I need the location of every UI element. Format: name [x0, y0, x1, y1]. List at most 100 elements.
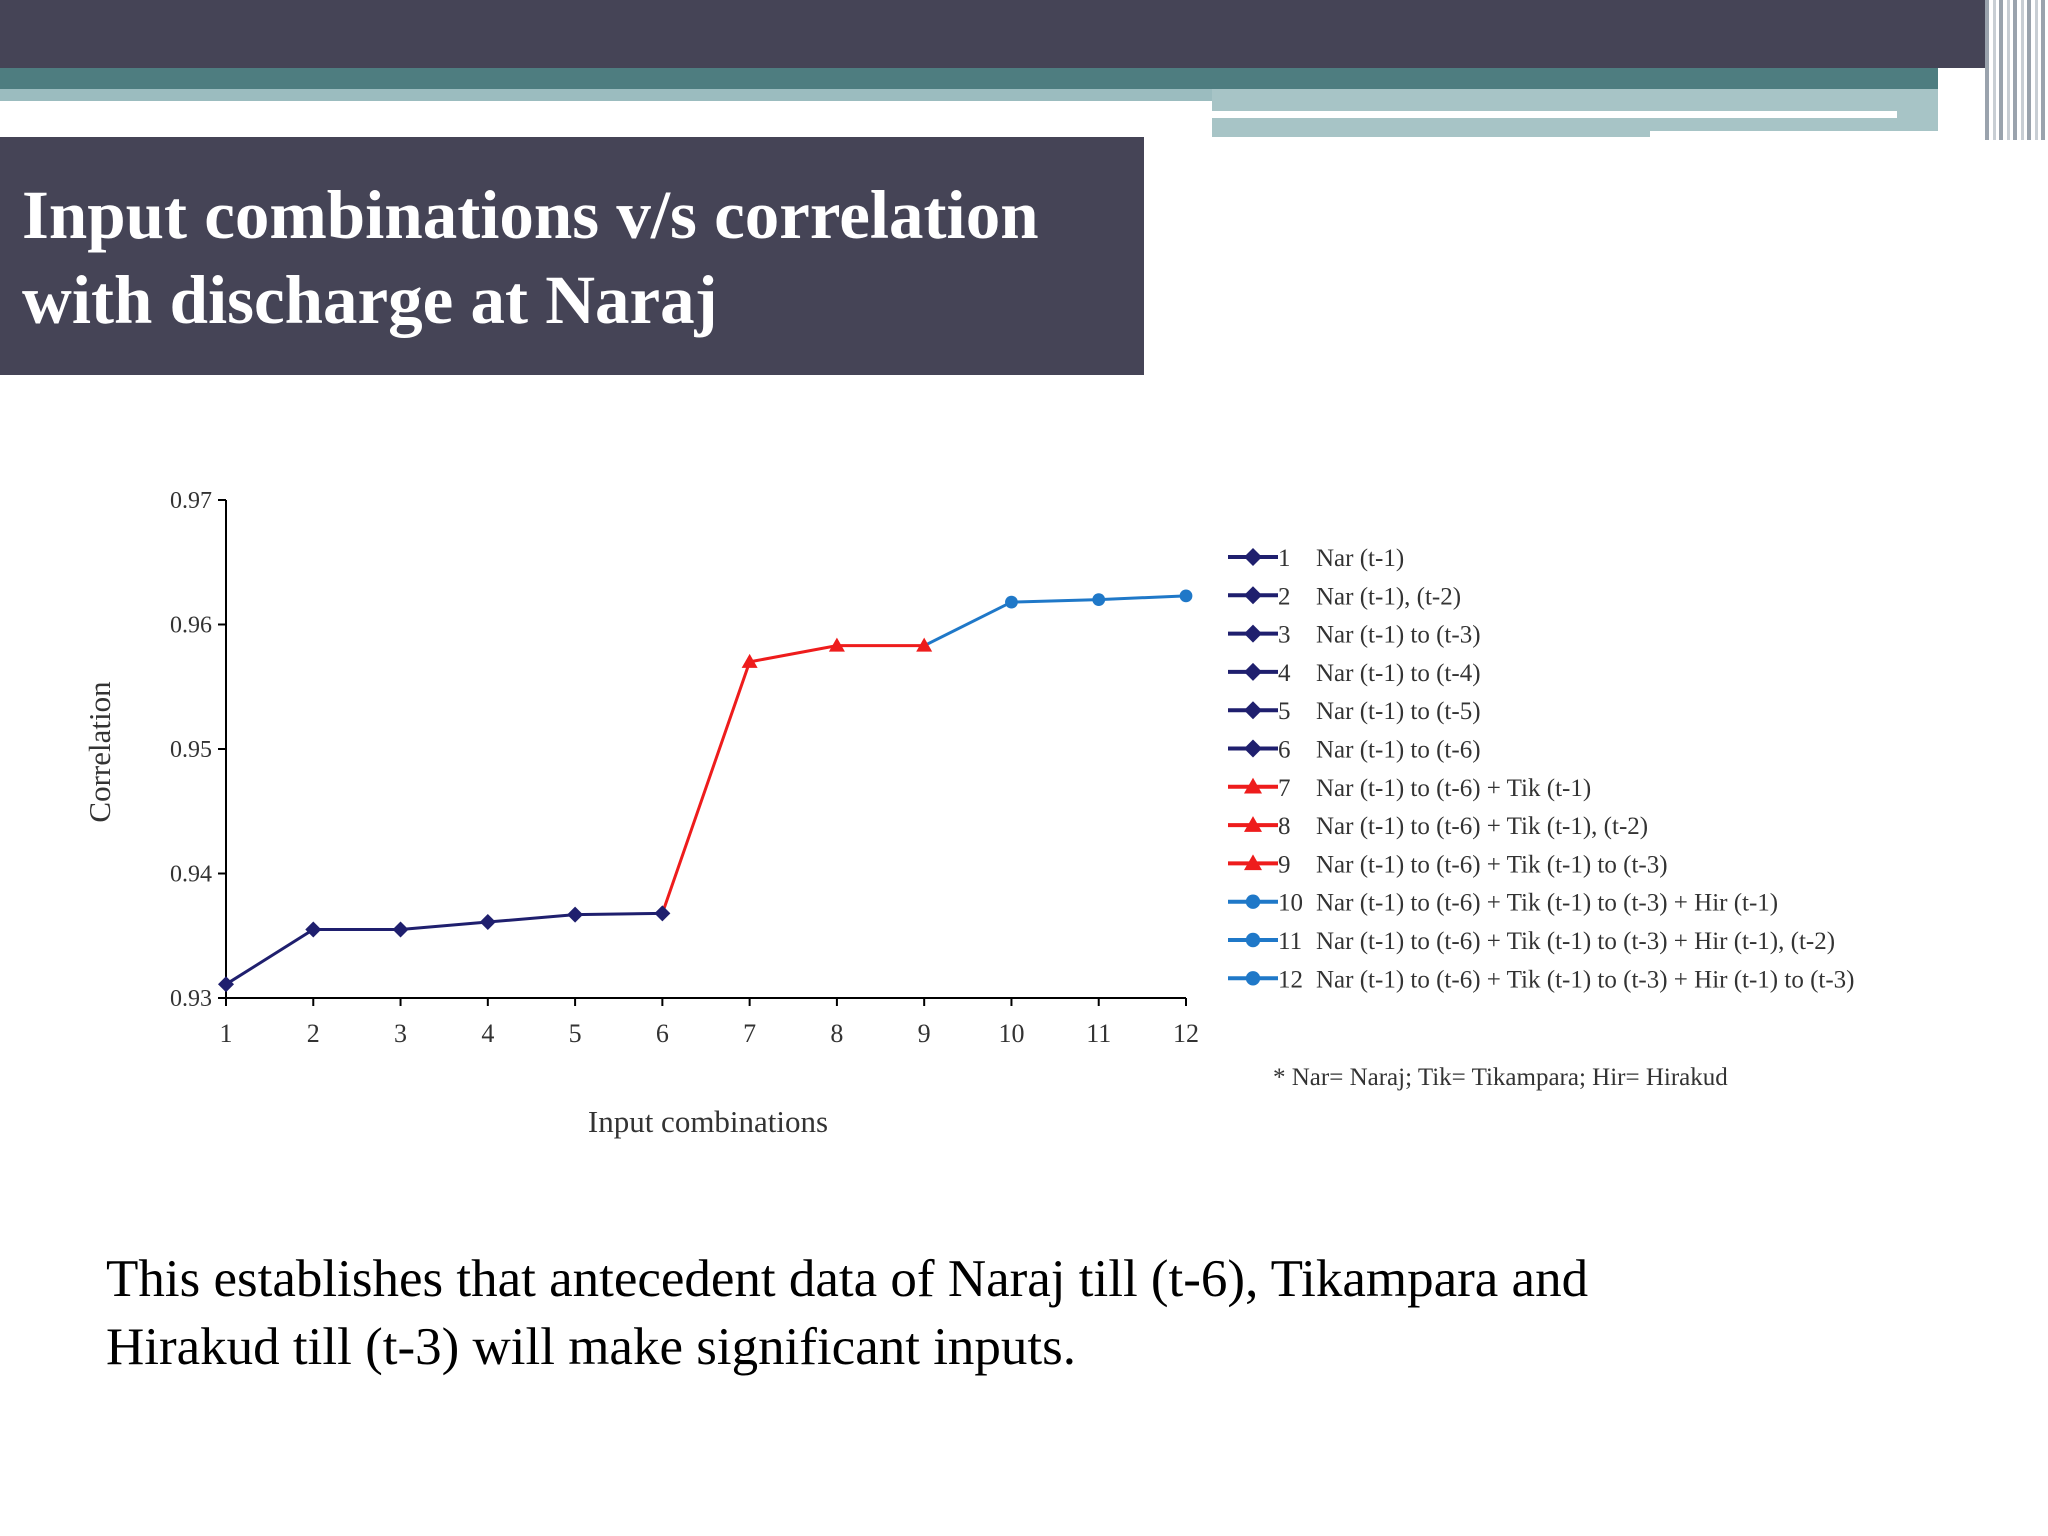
- y-tick-label: 0.97: [170, 488, 212, 514]
- y-ticks: 0.97 0.96 0.95 0.94 0.93: [170, 488, 226, 1012]
- legend-item: 7 Nar (t-1) to (t-6) + Tik (t-1): [1228, 775, 1591, 802]
- correlation-chart: 0.970.960.950.940.93 1 2 3 4 5 6 7 8 9 10 11 12 Cor…: [82, 488, 1855, 1139]
- data-point: [1244, 739, 1262, 758]
- body-text: This establishes that antecedent data of…: [106, 1245, 1806, 1381]
- legend-item: 10 Nar (t-1) to (t-6) + Tik (t-1) to (t-3…: [1228, 890, 1778, 917]
- legend-item: 6 Nar (t-1) to (t-6): [1228, 737, 1481, 764]
- data-point: [1245, 894, 1261, 909]
- legend-item: 1 Nar (t-1): [1228, 545, 1404, 572]
- data-point: [1244, 816, 1262, 832]
- x-tick-label: 5: [569, 1019, 582, 1048]
- x-tick-label: 11: [1086, 1019, 1111, 1048]
- legend-label: Nar (t-1) to (t-6) + Tik (t-1): [1316, 775, 1591, 802]
- data-point: [1245, 971, 1261, 986]
- x-axis-title: Input combinations: [588, 1104, 828, 1139]
- legend-number: 11: [1278, 928, 1302, 955]
- legend-item: 2 Nar (t-1), (t-2): [1228, 583, 1461, 610]
- header-accent-stripe: [0, 89, 1212, 101]
- header-right-line: [1212, 111, 1897, 118]
- legend-label: Nar (t-1) to (t-6) + Tik (t-1), (t-2): [1316, 813, 1648, 840]
- series-line: [225, 911, 663, 986]
- body-line-1: This establishes that antecedent data of…: [106, 1250, 1589, 1308]
- data-point: [479, 914, 496, 931]
- legend-item: 3 Nar (t-1) to (t-3): [1228, 622, 1481, 649]
- x-tick-label: 6: [656, 1019, 669, 1048]
- y-tick-label: 0.96: [170, 613, 212, 639]
- y-tick-label: 0.95: [170, 737, 212, 763]
- slide-title-line-2: with discharge at Naraj: [22, 262, 718, 338]
- data-point: [305, 921, 322, 938]
- legend-item: 4 Nar (t-1) to (t-4): [1228, 660, 1481, 687]
- data-point: [218, 976, 234, 993]
- x-tick-label: 2: [307, 1019, 320, 1048]
- series-layer: [218, 589, 1193, 993]
- title-box: [0, 137, 1144, 375]
- data-point: [1244, 701, 1262, 720]
- y-axis-title: Correlation: [82, 681, 117, 823]
- legend-number: 4: [1278, 660, 1291, 687]
- legend-item: 9 Nar (t-1) to (t-6) + Tik (t-1) to (t-3): [1228, 851, 1668, 878]
- legend-number: 12: [1278, 966, 1303, 993]
- data-point: [1244, 586, 1262, 605]
- y-tick-label: 0.94: [170, 862, 212, 888]
- legend-footnote: * Nar= Naraj; Tik= Tikampara; Hir= Hirak…: [1273, 1064, 1728, 1091]
- slide-title-line-1: Input combinations v/s correlation: [22, 177, 1039, 253]
- legend-label: Nar (t-1) to (t-6) + Tik (t-1) to (t-3): [1316, 851, 1668, 878]
- legend-item: 12 Nar (t-1) to (t-6) + Tik (t-1) to (t-3…: [1228, 966, 1855, 993]
- header-right-line-short: [1650, 131, 1938, 138]
- legend-item: 5 Nar (t-1) to (t-5): [1228, 698, 1481, 725]
- body-line-2: Hirakud till (t-3) will make significant…: [106, 1318, 1077, 1376]
- legend-number: 8: [1278, 813, 1291, 840]
- data-point: [1244, 777, 1262, 794]
- x-tick-label: 4: [481, 1019, 494, 1048]
- data-point: [1245, 932, 1261, 948]
- header-band: [0, 0, 2048, 68]
- data-point: [567, 906, 584, 923]
- data-point: [1244, 854, 1262, 871]
- legend-number: 7: [1278, 775, 1291, 802]
- data-point: [1092, 593, 1106, 606]
- legend-label: Nar (t-1) to (t-6): [1316, 737, 1481, 764]
- slide-title: Input combinations v/s correlation with …: [22, 173, 1122, 343]
- legend-number: 5: [1278, 698, 1291, 725]
- data-point: [654, 905, 671, 922]
- legend-number: 6: [1278, 737, 1291, 764]
- x-tick-label: 7: [743, 1019, 756, 1048]
- header-accent-band: [0, 68, 1938, 89]
- series-line: [660, 644, 925, 914]
- data-point: [741, 653, 758, 668]
- legend-label: Nar (t-1) to (t-6) + Tik (t-1) to (t-3) …: [1316, 966, 1855, 993]
- legend-number: 2: [1278, 583, 1291, 610]
- legend-label: Nar (t-1) to (t-6) + Tik (t-1) to (t-3) …: [1316, 890, 1778, 917]
- data-point: [916, 637, 933, 652]
- series-line: [923, 594, 1187, 648]
- data-point: [1005, 595, 1018, 609]
- data-point: [1244, 624, 1262, 643]
- x-tick-label: 3: [394, 1019, 407, 1048]
- legend-number: 1: [1278, 545, 1291, 572]
- y-tick-label: 0.93: [170, 986, 212, 1012]
- x-tick-label: 10: [998, 1019, 1024, 1048]
- x-tick-label: 12: [1173, 1019, 1199, 1048]
- x-tick-label: 1: [220, 1019, 233, 1048]
- legend-label: Nar (t-1): [1316, 545, 1404, 572]
- legend-label: Nar (t-1) to (t-6) + Tik (t-1) to (t-3) …: [1316, 928, 1835, 955]
- legend-label: Nar (t-1) to (t-4): [1316, 660, 1481, 687]
- x-tick-label: 8: [830, 1019, 843, 1048]
- legend-number: 10: [1278, 890, 1303, 917]
- legend-label: Nar (t-1), (t-2): [1316, 583, 1461, 610]
- data-point: [1179, 589, 1193, 603]
- legend-number: 3: [1278, 622, 1291, 649]
- x-ticks: 1 2 3 4 5 6 7 8 9 10 11 12: [220, 998, 1199, 1048]
- data-point: [392, 921, 409, 938]
- legend-label: Nar (t-1) to (t-3): [1316, 622, 1481, 649]
- data-point: [828, 637, 845, 652]
- legend-number: 9: [1278, 851, 1291, 878]
- legend-item: 11 Nar (t-1) to (t-6) + Tik (t-1) to (t-3…: [1228, 928, 1835, 955]
- data-point: [1244, 548, 1262, 566]
- header-edge-stripes: [1985, 0, 2048, 140]
- x-tick-label: 9: [918, 1019, 931, 1048]
- legend-label: Nar (t-1) to (t-5): [1316, 698, 1481, 725]
- legend: 1 Nar (t-1) 2 Nar (t-1), (t-2) 3 Nar (t-1) to…: [1228, 545, 1855, 993]
- data-point: [1244, 662, 1262, 681]
